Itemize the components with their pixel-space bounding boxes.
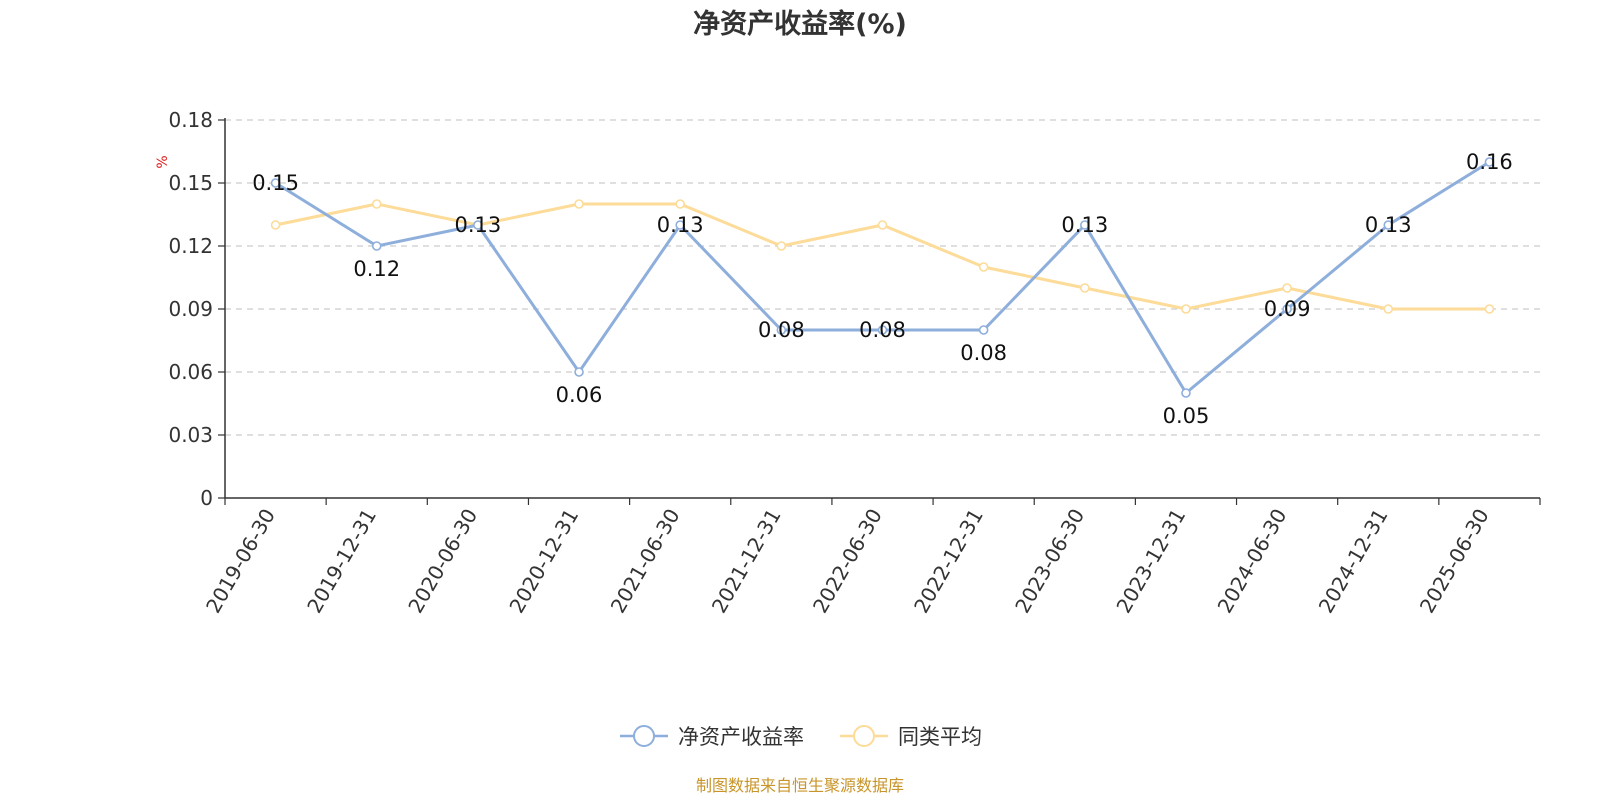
legend[interactable]: 净资产收益率 同类平均 — [620, 725, 982, 749]
y-tick-label: 0.15 — [168, 171, 213, 195]
x-tick-label: 2023-12-31 — [1111, 505, 1190, 618]
x-tick-label: 2022-12-31 — [909, 504, 988, 617]
data-point[interactable] — [1383, 304, 1394, 314]
data-point[interactable] — [270, 220, 281, 230]
data-point[interactable] — [776, 325, 787, 335]
legend-label: 净资产收益率 — [678, 725, 804, 749]
legend-marker-icon — [633, 725, 655, 747]
data-point[interactable] — [877, 325, 888, 335]
data-label: 0.15 — [252, 171, 299, 195]
data-point[interactable] — [675, 199, 685, 209]
data-point[interactable] — [1484, 157, 1495, 167]
data-label: 0.12 — [353, 257, 400, 281]
data-labels: 0.15 0.12 0.13 0.06 0.13 0.08 0.08 0.08 0.13 0.05… — [252, 150, 1513, 428]
data-point[interactable] — [1181, 388, 1191, 398]
y-tick-label: 0.18 — [168, 108, 213, 132]
series-0 — [270, 157, 1495, 398]
data-point[interactable] — [270, 178, 281, 188]
data-label: 0.13 — [1365, 213, 1412, 237]
data-label: 0.06 — [556, 383, 603, 407]
data-point[interactable] — [877, 220, 888, 230]
data-point[interactable] — [978, 325, 989, 335]
data-point[interactable] — [473, 220, 483, 230]
data-label: 0.09 — [1264, 297, 1311, 321]
y-tick-label: 0.09 — [168, 297, 213, 321]
axes: 0 0.03 0.06 0.09 0.12 0.15 0.18 2019-06-30 2019-… — [168, 108, 1541, 618]
x-tick-label: 2023-06-30 — [1010, 505, 1089, 618]
legend-item-0[interactable]: 净资产收益率 — [620, 725, 804, 749]
y-tick-label: 0.06 — [168, 360, 213, 384]
data-point[interactable] — [1080, 283, 1090, 293]
data-point[interactable] — [1484, 304, 1495, 314]
data-label: 0.16 — [1466, 150, 1513, 174]
data-point[interactable] — [1282, 283, 1292, 293]
data-point[interactable] — [574, 367, 584, 377]
data-point[interactable] — [574, 199, 584, 209]
data-point[interactable] — [371, 199, 382, 209]
x-tick-label: 2021-12-31 — [707, 505, 786, 618]
x-tick-label: 2019-06-30 — [201, 505, 280, 618]
chart-title: 净资产收益率(%) — [693, 8, 907, 40]
y-axis-unit: % — [155, 155, 171, 168]
x-tick-label: 2019-12-31 — [302, 505, 381, 618]
data-point[interactable] — [675, 220, 685, 230]
data-label: 0.13 — [1061, 213, 1108, 237]
x-tick-label: 2022-06-30 — [808, 505, 887, 618]
y-tick-label: 0.12 — [168, 234, 213, 258]
data-point[interactable] — [776, 241, 787, 251]
data-label: 0.08 — [960, 341, 1007, 365]
x-tick-label: 2024-12-31 — [1314, 505, 1393, 618]
data-point[interactable] — [1181, 304, 1191, 314]
data-point[interactable] — [371, 241, 382, 251]
data-point[interactable] — [1383, 220, 1394, 230]
data-point[interactable] — [1080, 220, 1090, 230]
data-label: 0.05 — [1163, 404, 1210, 428]
x-tick-label: 2020-06-30 — [403, 505, 482, 618]
x-tick-label: 2020-12-31 — [504, 505, 583, 618]
series-layer — [270, 157, 1495, 398]
data-label: 0.13 — [657, 213, 704, 237]
x-tick-label: 2021-06-30 — [606, 505, 685, 618]
x-tick-label: 2024-06-30 — [1213, 505, 1292, 618]
data-point[interactable] — [1282, 304, 1292, 314]
legend-marker-icon — [853, 725, 875, 747]
y-tick-label: 0.03 — [168, 423, 213, 447]
x-tick-label: 2025-06-30 — [1415, 505, 1494, 618]
legend-label: 同类平均 — [898, 725, 982, 749]
source-note: 制图数据来自恒生聚源数据库 — [696, 776, 904, 795]
data-label: 0.13 — [455, 213, 502, 237]
series-line — [274, 160, 1491, 395]
legend-item-1[interactable]: 同类平均 — [840, 725, 982, 749]
data-point[interactable] — [978, 262, 989, 272]
data-label: 0.08 — [758, 318, 805, 342]
data-label: 0.08 — [859, 318, 906, 342]
y-tick-label: 0 — [200, 486, 213, 510]
grid-lines — [225, 119, 1540, 436]
